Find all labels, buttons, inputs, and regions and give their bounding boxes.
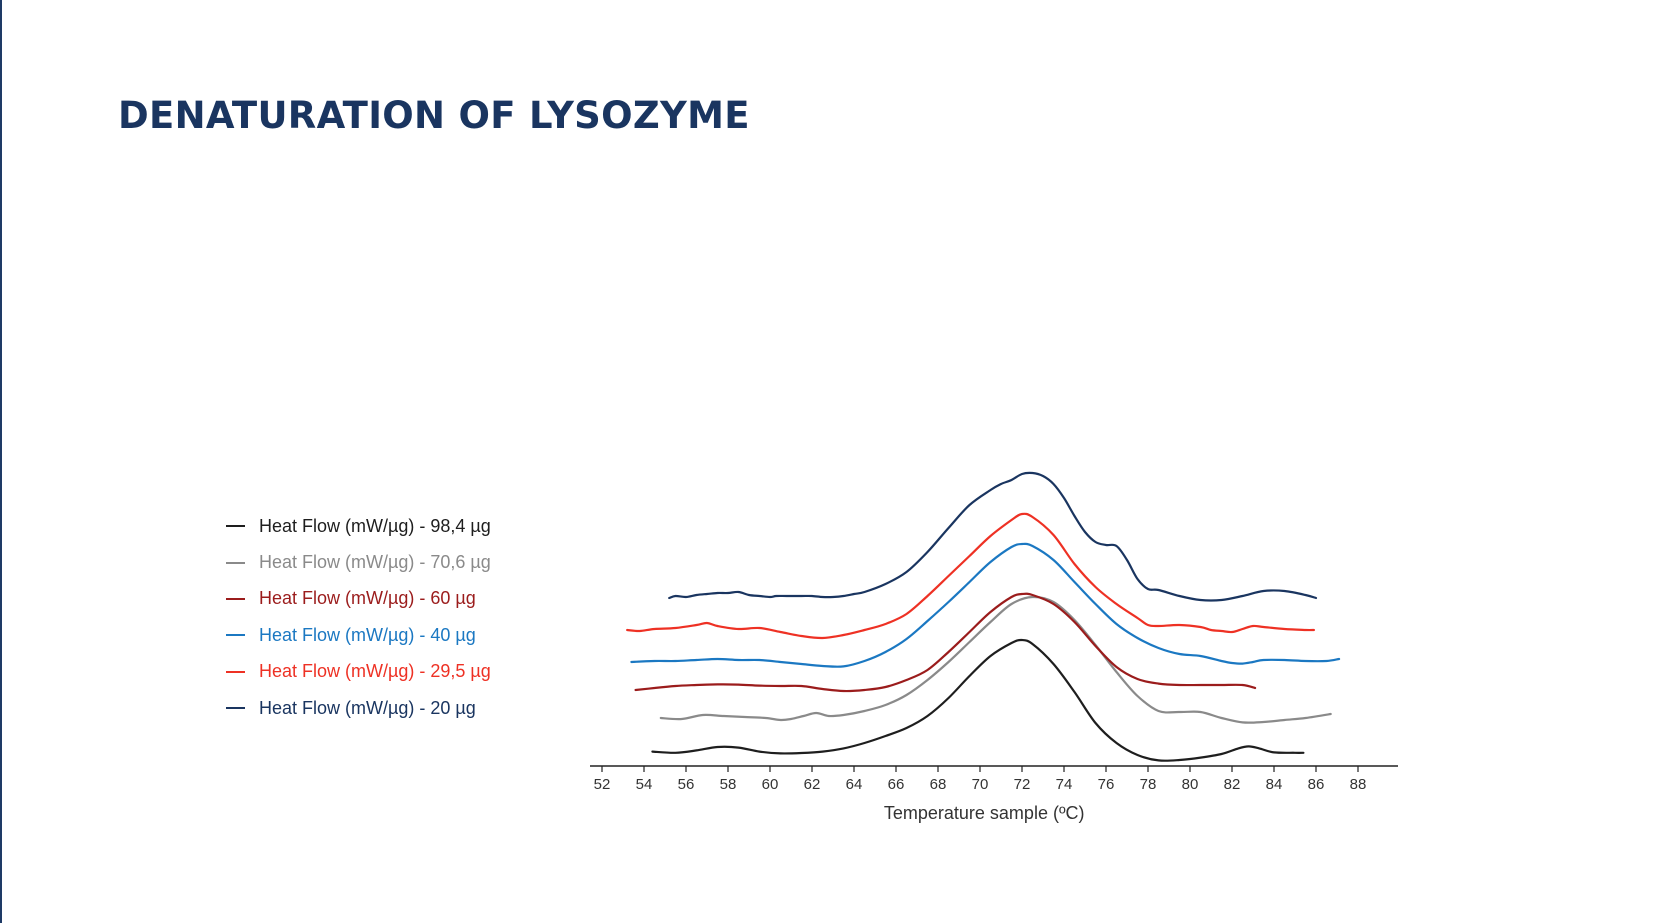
x-tick-label: 56 [678, 776, 695, 793]
series-line-3 [634, 592, 1257, 693]
legend-swatch [226, 525, 245, 528]
x-tick-label: 60 [762, 776, 779, 793]
page-title: DENATURATION OF LYSOZYME [118, 94, 750, 137]
legend-swatch [226, 597, 245, 600]
x-tick-label: 62 [804, 776, 821, 793]
x-tick-label: 54 [636, 776, 653, 793]
legend-item: Heat Flow (mW/µg) - 60 µg [226, 581, 556, 617]
x-tick-label: 88 [1350, 776, 1367, 793]
x-axis-title: Temperature sample (ºC) [884, 803, 1085, 823]
x-tick-label: 78 [1140, 776, 1157, 793]
series-line-2 [659, 595, 1332, 724]
series-line-6 [668, 471, 1318, 602]
legend-label: Heat Flow (mW/µg) - 20 µg [259, 697, 476, 718]
legend-swatch [226, 634, 245, 637]
x-tick-label: 74 [1056, 776, 1073, 793]
legend-label: Heat Flow (mW/µg) - 29,5 µg [259, 661, 491, 682]
x-tick-label: 70 [972, 776, 989, 793]
x-tick-label: 82 [1224, 776, 1241, 793]
x-tick-label: 68 [930, 776, 947, 793]
chart-legend: Heat Flow (mW/µg) - 98,4 µg Heat Flow (mW… [226, 508, 556, 726]
legend-swatch [226, 561, 245, 564]
legend-item: Heat Flow (mW/µg) - 70,6 µg [226, 544, 556, 580]
x-tick-label: 58 [720, 776, 737, 793]
legend-swatch [226, 670, 245, 673]
x-tick-label: 84 [1266, 776, 1283, 793]
legend-item: Heat Flow (mW/µg) - 29,5 µg [226, 654, 556, 690]
x-tick-label: 52 [594, 776, 611, 793]
x-tick-label: 66 [888, 776, 905, 793]
legend-item: Heat Flow (mW/µg) - 20 µg [226, 690, 556, 726]
legend-label: Heat Flow (mW/µg) - 98,4 µg [259, 515, 491, 536]
series-line-1 [651, 638, 1305, 762]
x-tick-label: 64 [846, 776, 863, 793]
left-edge-rule [0, 0, 2, 923]
legend-swatch [226, 707, 245, 710]
x-tick-label: 80 [1182, 776, 1199, 793]
x-tick-label: 86 [1308, 776, 1325, 793]
x-tick-label: 72 [1014, 776, 1031, 793]
legend-item: Heat Flow (mW/µg) - 40 µg [226, 617, 556, 653]
series-line-4 [630, 542, 1341, 668]
legend-label: Heat Flow (mW/µg) - 60 µg [259, 588, 476, 609]
x-tick-label: 76 [1098, 776, 1115, 793]
legend-label: Heat Flow (mW/µg) - 70,6 µg [259, 552, 491, 573]
series-line-5 [626, 512, 1315, 640]
legend-label: Heat Flow (mW/µg) - 40 µg [259, 624, 476, 645]
legend-item: Heat Flow (mW/µg) - 98,4 µg [226, 508, 556, 544]
